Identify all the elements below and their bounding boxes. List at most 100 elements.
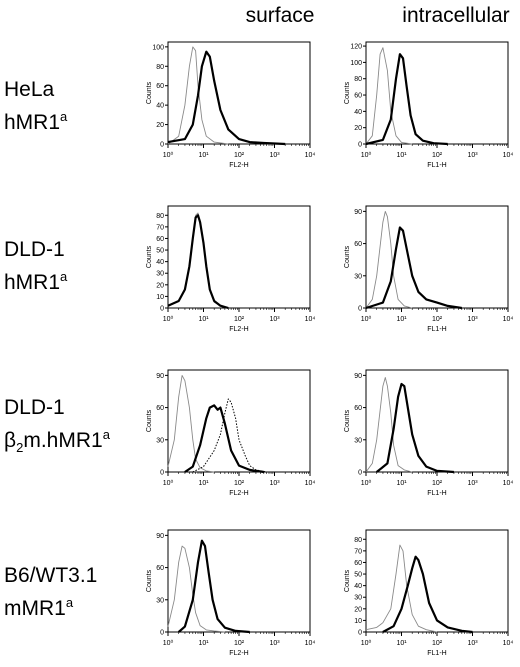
x-tick-label: 10² [234,152,245,159]
x-tick-label: 10⁰ [361,315,372,323]
y-tick-label: 60 [156,405,164,412]
histogram-hela-surface: 0 20 40 60 80 100 Counts 10⁰ 10¹ 10² 10³ 10⁴ FL2-H [146,41,315,169]
x-tick-label: 10³ [269,480,280,487]
series-line-thin [167,46,229,145]
x-tick-label: 10⁴ [305,316,316,323]
y-tick-label: 60 [156,236,164,243]
y-tick-label: 10 [354,618,362,625]
x-tick-label: 10³ [269,152,280,159]
y-tick-label: 120 [350,44,362,51]
y-tick-label: 40 [354,583,362,590]
y-tick-label: 30 [156,597,164,604]
x-axis-label: FL2-H [229,326,248,333]
x-tick-label: 10⁰ [163,151,174,159]
y-tick-label: 0 [160,470,164,477]
column-title-surface: surface [245,4,315,27]
histogram-hela-intracellular: 0 20 40 60 80 100 120 Counts 10⁰ 10¹ 10² 10³ 10⁴ FL1-… [344,41,514,169]
row-label-line2: hMR1a [4,269,68,294]
row-label-line2: mMR1a [4,595,74,620]
series-line-thin [365,47,413,145]
x-tick-label: 10⁰ [163,479,174,487]
y-axis-label: Counts [344,409,351,432]
y-tick-label: 60 [354,241,362,248]
x-tick-label: 10⁴ [503,316,514,323]
series-line-thin [365,377,413,473]
y-tick-label: 60 [156,565,164,572]
x-tick-label: 10⁴ [305,640,316,647]
x-tick-label: 10⁴ [503,640,514,647]
row-label-dld1-b2m: DLD-1 β2m.hMR1a [4,394,110,461]
y-tick-label: 50 [156,248,164,255]
y-axis-label: Counts [146,245,153,268]
series-line-thin [167,374,215,473]
y-tick-label: 80 [156,64,164,71]
series-line-thick [167,214,229,310]
y-tick-label: 0 [358,470,362,477]
x-axis-label: FL1-H [427,650,446,657]
x-tick-label: 10² [432,152,443,159]
histogram-dld1-b2m-intracellular: 0 30 60 90 Counts 10⁰ 10¹ 10² 10³ 10⁴ FL1-H [344,369,513,497]
row-label-line2: β2m.hMR1a [4,427,110,456]
histogram-dld1-intracellular: 0 30 60 90 Counts 10⁰ 10¹ 10² 10³ 10⁴ FL1-H [344,205,514,333]
x-tick-label: 10¹ [396,316,407,323]
y-tick-label: 60 [354,560,362,567]
y-axis-label: Counts [344,81,351,104]
y-tick-label: 0 [358,306,362,313]
series-line-thin [167,212,229,309]
x-tick-label: 10⁰ [361,639,372,647]
x-axis-label: FL1-H [427,490,446,497]
y-tick-label: 70 [354,548,362,555]
x-tick-label: 10⁰ [163,315,174,323]
y-tick-label: 30 [156,271,164,278]
x-axis-label: FL1-H [427,162,446,169]
x-axis-label: FL2-H [229,650,248,657]
y-tick-label: 60 [354,405,362,412]
column-title-intracellular: intracellular [402,4,510,27]
y-tick-label: 80 [156,213,164,220]
row-label-hela: HeLa hMR1a [4,76,67,136]
y-tick-label: 20 [354,125,362,132]
histogram-dld1-b2m-surface: 0 30 60 90 Counts 10⁰ 10¹ 10² 10³ 10⁴ FL2-H [146,369,316,497]
y-axis-label: Counts [344,569,351,592]
y-axis-label: Counts [146,569,153,592]
series-line-thick [177,539,250,634]
x-tick-label: 10⁰ [361,479,372,487]
y-tick-label: 0 [358,142,362,149]
x-tick-label: 10⁴ [503,152,514,159]
histogram-b6wt31-intracellular: 0 10 20 30 40 50 60 70 80 Counts 10⁰ 10¹ 10² 10³ 10⁴ FL… [344,529,514,657]
y-tick-label: 40 [156,259,164,266]
y-tick-label: 30 [354,595,362,602]
x-tick-label: 10² [432,640,443,647]
series-line-thick [167,50,286,146]
row-label-line1: DLD-1 [4,238,65,261]
y-tick-label: 60 [354,93,362,100]
x-tick-label: 10⁴ [305,480,316,487]
y-tick-label: 0 [358,630,362,637]
x-axis-label: FL2-H [229,490,248,497]
y-axis-label: Counts [344,245,351,268]
y-tick-label: 100 [152,44,164,51]
row-label-b6wt31: B6/WT3.1 mMR1a [4,562,97,622]
y-tick-label: 30 [354,273,362,280]
y-tick-label: 60 [156,83,164,90]
y-tick-label: 70 [156,224,164,231]
x-axis-label: FL2-H [229,162,248,169]
y-tick-label: 20 [354,606,362,613]
x-tick-label: 10² [432,480,443,487]
series-line-thick [184,404,264,474]
x-tick-label: 10¹ [396,640,407,647]
y-tick-label: 80 [354,537,362,544]
row-label-line1: HeLa [4,78,55,101]
x-tick-label: 10¹ [396,480,407,487]
x-tick-label: 10² [234,640,245,647]
y-tick-label: 100 [350,60,362,67]
x-tick-label: 10¹ [198,480,209,487]
histogram-dld1-surface: 0 10 20 30 40 50 60 70 80 Counts 10⁰ 10¹ 10² 10³ 10⁴ FL… [146,205,316,333]
x-tick-label: 10³ [467,640,478,647]
y-tick-label: 30 [354,437,362,444]
row-label-line2: hMR1a [4,109,68,134]
y-tick-label: 90 [156,533,164,540]
y-tick-label: 10 [156,294,164,301]
y-tick-label: 90 [354,209,362,216]
series-line-thick [376,382,454,474]
